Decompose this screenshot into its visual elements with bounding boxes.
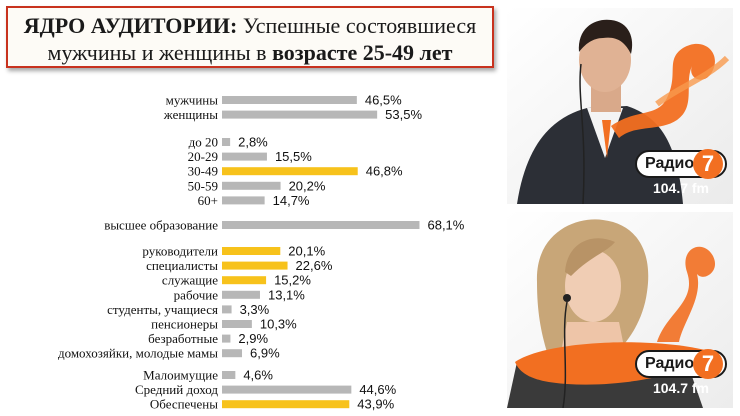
bar-value-label: 15,2% xyxy=(274,273,311,288)
audience-bar-chart: мужчины 46,5% женщины 53,5% до 20 2,8% 20-29 15… xyxy=(58,93,465,412)
bar-value-label: 20,1% xyxy=(288,244,325,259)
bar-label: Средний доход xyxy=(135,382,218,397)
logo-seven-2: 7 xyxy=(693,349,723,379)
bar xyxy=(222,196,265,205)
logo-name-text-1: Радио xyxy=(645,155,695,172)
bar xyxy=(222,181,281,190)
logo-name-2: Радио 7 xyxy=(635,349,727,379)
radio-logo-1: Радио 7 104.7 fm xyxy=(635,149,727,204)
frequency-2: 104.7 fm xyxy=(652,380,710,396)
bar-value-label: 53,5% xyxy=(385,107,422,122)
bar xyxy=(222,167,358,176)
bar xyxy=(222,221,420,229)
bar-label: Малоимущие xyxy=(143,368,218,383)
bar-label: безработные xyxy=(148,331,218,346)
bar-value-label: 2,8% xyxy=(238,135,268,150)
bar-label: 20-29 xyxy=(188,149,218,164)
bar-value-label: 3,3% xyxy=(240,302,270,317)
bar xyxy=(222,261,288,270)
bar-value-label: 68,1% xyxy=(427,218,464,233)
bar xyxy=(222,349,243,358)
bar-label: женщины xyxy=(163,107,218,122)
bar xyxy=(222,320,252,328)
bar-value-label: 44,6% xyxy=(359,382,396,397)
bar xyxy=(222,400,350,409)
title-line-1: ЯДРО АУДИТОРИИ: Успешные состоявшиеся xyxy=(8,13,492,39)
bar xyxy=(222,138,231,146)
bar xyxy=(222,247,281,255)
bar xyxy=(222,96,357,104)
title-box: ЯДРО АУДИТОРИИ: Успешные состоявшиеся му… xyxy=(6,6,494,68)
bar-label: домохозяйки, молодые мамы xyxy=(58,346,218,361)
bar-label: специалисты xyxy=(146,258,218,273)
bar-label: Обеспечены xyxy=(150,397,218,412)
bar xyxy=(222,110,378,119)
bar-label: руководители xyxy=(142,244,218,259)
title-bold-1: ЯДРО АУДИТОРИИ: xyxy=(23,13,238,38)
bar-label: высшее образование xyxy=(104,218,218,233)
bar-label: 60+ xyxy=(198,193,218,208)
bar-value-label: 46,5% xyxy=(365,93,402,108)
title-text-2: мужчины и женщины в xyxy=(47,40,273,65)
bar-value-label: 22,6% xyxy=(296,258,333,273)
bar-label: пенсионеры xyxy=(151,317,218,332)
bar xyxy=(222,276,267,285)
bar-value-label: 4,6% xyxy=(243,368,273,383)
title-line-2: мужчины и женщины в возрасте 25-49 лет xyxy=(8,40,492,66)
bar-value-label: 43,9% xyxy=(357,397,394,412)
bar-value-label: 6,9% xyxy=(250,346,280,361)
logo-name-1: Радио 7 xyxy=(635,149,727,179)
bar xyxy=(222,334,231,343)
bar-value-label: 15,5% xyxy=(275,149,312,164)
bar-value-label: 13,1% xyxy=(268,287,305,302)
bar-value-label: 2,9% xyxy=(238,331,268,346)
bar-value-label: 10,3% xyxy=(260,317,297,332)
bar-label: рабочие xyxy=(174,287,219,302)
man-illustration xyxy=(507,8,733,204)
bar xyxy=(222,152,267,161)
bar-label: 30-49 xyxy=(188,164,218,179)
bar-label: студенты, учащиеся xyxy=(107,302,218,317)
title-text-1: Успешные состоявшиеся xyxy=(237,13,477,38)
photo-man: Радио 7 104.7 fm xyxy=(507,8,733,204)
bar-value-label: 14,7% xyxy=(273,193,310,208)
bar xyxy=(222,290,260,299)
bar xyxy=(222,371,236,379)
logo-name-text-2: Радио xyxy=(645,355,695,372)
title-bold-2: возрасте 25-49 лет xyxy=(272,40,453,65)
bar-label: мужчины xyxy=(166,93,219,108)
frequency-1: 104.7 fm xyxy=(652,180,710,196)
bar-label: до 20 xyxy=(189,135,218,150)
bar-value-label: 20,2% xyxy=(289,178,326,193)
photo-woman: Радио 7 104.7 fm xyxy=(507,212,733,408)
logo-seven-1: 7 xyxy=(693,149,723,179)
radio-logo-2: Радио 7 104.7 fm xyxy=(635,349,727,404)
bar-label: служащие xyxy=(162,273,218,288)
bar xyxy=(222,385,352,394)
bar-value-label: 46,8% xyxy=(366,164,403,179)
bar-label: 50-59 xyxy=(188,178,218,193)
bar xyxy=(222,305,232,314)
